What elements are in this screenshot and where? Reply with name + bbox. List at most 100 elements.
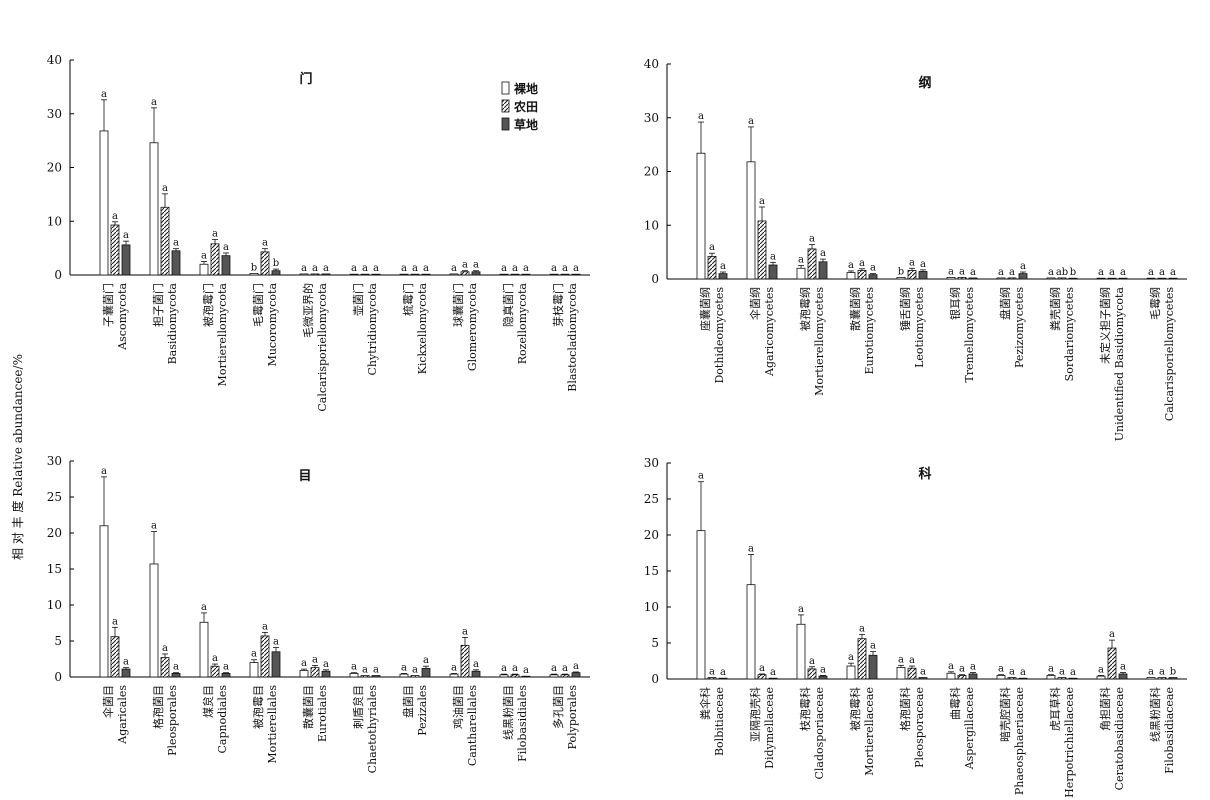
y-tick-label: 10 (47, 598, 62, 612)
bar-1 (1096, 675, 1106, 680)
bar-1 (846, 665, 856, 680)
bar-1 (499, 273, 509, 276)
significance-label: a (512, 663, 518, 674)
significance-label: a (920, 667, 926, 678)
significance-label: a (959, 664, 965, 675)
significance-label: a (698, 471, 704, 482)
significance-label: a (173, 662, 179, 673)
bar-1 (149, 563, 159, 678)
significance-label: a (473, 659, 479, 670)
significance-label: a (362, 665, 368, 676)
significance-label: a (1159, 267, 1165, 278)
bar-3 (1068, 677, 1078, 680)
bar-2 (360, 273, 370, 276)
bar-1 (449, 273, 459, 276)
category-label-en: Filobasidiales (516, 685, 529, 762)
category-label-en: Kickxellomycota (416, 283, 429, 375)
category-label-en: Leotiomycetes (913, 287, 926, 368)
bar-2 (1107, 277, 1117, 280)
significance-label: a (151, 97, 157, 108)
bar-1 (299, 670, 309, 678)
bar-3 (321, 273, 331, 276)
significance-label: a (301, 658, 307, 669)
legend-swatch-1 (501, 81, 510, 95)
category-label-cn: 伞菌目 (101, 685, 115, 718)
category-label-cn: 座囊菌纲 (698, 287, 712, 331)
bar-2 (1107, 647, 1117, 680)
significance-label: a (859, 258, 865, 269)
significance-label: a (1109, 629, 1115, 640)
significance-label: a (1048, 267, 1054, 278)
bar-3 (421, 667, 431, 678)
y-tick-label: 10 (47, 214, 62, 228)
significance-label: a (501, 663, 507, 674)
bar-3 (321, 670, 331, 678)
bar-2 (757, 220, 767, 280)
bar-1 (549, 273, 559, 276)
category-label-cn: 线黑粉菌科 (1148, 687, 1162, 742)
bar-2 (907, 667, 917, 680)
bar-2 (410, 675, 420, 678)
y-tick-label: 25 (47, 490, 62, 504)
category-label-cn: 子囊菌门 (101, 283, 115, 327)
category-label-cn: 格孢菌目 (151, 685, 165, 729)
significance-label: a (1009, 667, 1015, 678)
bar-1 (996, 675, 1006, 680)
bar-3 (271, 651, 281, 678)
significance-label: a (898, 654, 904, 665)
bar-2 (110, 636, 120, 678)
bar-3 (968, 673, 978, 680)
category-label-cn: 毛微亚界的 (301, 283, 315, 338)
y-tick-label: 20 (644, 165, 659, 179)
significance-label: a (223, 662, 229, 673)
significance-label: b (273, 258, 279, 269)
significance-label: ab (1056, 267, 1068, 278)
bar-1 (349, 273, 359, 276)
significance-label: a (362, 263, 368, 274)
bar-3 (121, 244, 131, 276)
bar-2 (210, 665, 220, 678)
bar-3 (818, 261, 828, 280)
significance-label: b (898, 266, 904, 277)
significance-label: a (698, 111, 704, 122)
legend-label-1: 裸地 (514, 81, 538, 96)
y-tick-label: 30 (644, 111, 659, 125)
category-label-cn: 盘菌纲 (998, 287, 1012, 320)
y-tick-label: 20 (47, 161, 62, 175)
category-label-en: Mortierellomycetes (813, 287, 826, 396)
category-label-en: Mucoromycota (266, 283, 279, 367)
significance-label: a (1098, 664, 1104, 675)
bar-1 (1096, 277, 1106, 280)
category-label-en: Unidentified Basidiomycota (1113, 287, 1126, 442)
significance-label: a (262, 238, 268, 249)
bar-1 (199, 263, 209, 276)
bar-1 (1146, 277, 1156, 280)
category-label-en: Calcarisporiellomycetes (1163, 287, 1176, 421)
significance-label: a (451, 662, 457, 673)
bar-1 (746, 161, 756, 280)
bar-2 (957, 276, 967, 280)
category-label-cn: 毛霉菌门 (251, 283, 265, 327)
significance-label: a (870, 263, 876, 274)
significance-label: a (312, 654, 318, 665)
bar-1 (449, 673, 459, 678)
significance-label: a (151, 521, 157, 532)
significance-label: a (1148, 267, 1154, 278)
bar-2 (707, 677, 717, 680)
significance-label: a (312, 263, 318, 274)
panel-title: 目 (298, 469, 311, 484)
bar-2 (807, 668, 817, 680)
significance-label: a (998, 267, 1004, 278)
bar-1 (399, 273, 409, 276)
legend-label-3: 草地 (514, 117, 538, 132)
significance-label: a (1020, 667, 1026, 678)
bar-2 (907, 269, 917, 280)
bar-2 (260, 251, 270, 276)
significance-label: a (373, 665, 379, 676)
significance-label: a (859, 623, 865, 634)
significance-label: a (401, 263, 407, 274)
bar-3 (271, 270, 281, 276)
significance-label: a (562, 263, 568, 274)
bar-1 (696, 152, 706, 280)
